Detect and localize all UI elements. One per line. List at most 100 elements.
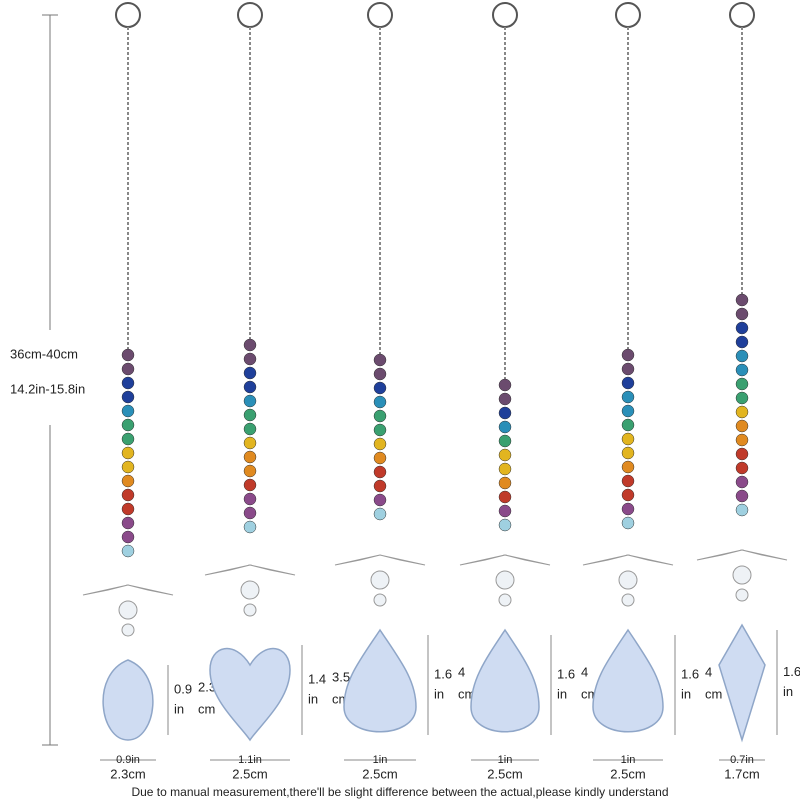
angel-wings: [459, 554, 551, 566]
bead: [243, 422, 257, 436]
bead: [621, 488, 635, 502]
unit-in: in: [557, 686, 567, 701]
bead: [735, 363, 749, 377]
bead: [621, 516, 635, 530]
crystal-bead: [118, 600, 138, 620]
bead: [735, 475, 749, 489]
bead: [621, 446, 635, 460]
bead: [373, 353, 387, 367]
width-cm: 2.5cm: [362, 766, 397, 781]
bead: [373, 381, 387, 395]
bead: [243, 380, 257, 394]
bead: [243, 338, 257, 352]
bead: [373, 423, 387, 437]
bead: [621, 390, 635, 404]
bead: [121, 432, 135, 446]
bead: [243, 408, 257, 422]
bead: [735, 503, 749, 517]
width-cm: 2.5cm: [487, 766, 522, 781]
bead: [121, 474, 135, 488]
angel-wings: [204, 564, 296, 576]
bead: [243, 464, 257, 478]
length-cm: 36cm-40cm: [10, 346, 78, 361]
bead: [735, 293, 749, 307]
bead: [621, 460, 635, 474]
bead: [121, 530, 135, 544]
hanging-ring: [367, 2, 393, 28]
bead: [243, 506, 257, 520]
bead: [243, 478, 257, 492]
hanging-ring: [729, 2, 755, 28]
crystal-bead: [373, 593, 387, 607]
crystal-bead: [621, 593, 635, 607]
unit-in: in: [681, 686, 691, 701]
bead: [373, 493, 387, 507]
bead: [121, 390, 135, 404]
bead: [621, 502, 635, 516]
height-in: 1.6: [557, 666, 575, 681]
bead: [735, 377, 749, 391]
crystal-bead: [498, 593, 512, 607]
bead: [373, 451, 387, 465]
bead: [621, 418, 635, 432]
width-in: 0.9in: [116, 754, 140, 766]
bead: [735, 433, 749, 447]
bead: [621, 348, 635, 362]
height-in: 1.4: [308, 671, 326, 686]
bead: [121, 502, 135, 516]
crystal-pendant: [343, 628, 417, 733]
bead: [243, 394, 257, 408]
width-in: 0.7in: [730, 754, 754, 766]
bead: [121, 376, 135, 390]
crystal-pendant: [470, 628, 540, 733]
bead: [121, 404, 135, 418]
bead: [243, 352, 257, 366]
unit-in: in: [783, 684, 793, 699]
angel-wings: [82, 584, 174, 596]
bead: [735, 307, 749, 321]
width-cm: 1.7cm: [724, 766, 759, 781]
bead: [373, 479, 387, 493]
bead: [243, 492, 257, 506]
angel-wings: [334, 554, 426, 566]
bead: [735, 489, 749, 503]
height-in: 1.6: [434, 666, 452, 681]
unit-in: in: [308, 691, 318, 706]
bead: [498, 406, 512, 420]
unit-in: in: [434, 686, 444, 701]
bead: [243, 436, 257, 450]
crystal-bead: [121, 623, 135, 637]
bead: [621, 474, 635, 488]
height-in: 1.6: [681, 666, 699, 681]
unit-cm: cm: [705, 686, 722, 701]
bead: [621, 432, 635, 446]
bead: [373, 395, 387, 409]
hanging-ring: [237, 2, 263, 28]
width-in: 1in: [373, 754, 388, 766]
bead: [121, 544, 135, 558]
bead: [621, 362, 635, 376]
bead: [498, 462, 512, 476]
crystal-bead: [495, 570, 515, 590]
crystal-pendant: [592, 628, 664, 733]
bead: [121, 446, 135, 460]
bead: [243, 450, 257, 464]
bead: [735, 349, 749, 363]
bead: [735, 321, 749, 335]
crystal-bead: [735, 588, 749, 602]
crystal-bead: [732, 565, 752, 585]
bead: [121, 348, 135, 362]
bead: [498, 476, 512, 490]
width-cm: 2.5cm: [232, 766, 267, 781]
length-in: 14.2in-15.8in: [10, 381, 85, 396]
footer-note: Due to manual measurement,there'll be sl…: [131, 785, 668, 799]
bead: [621, 376, 635, 390]
bead: [373, 437, 387, 451]
bead: [498, 448, 512, 462]
bead: [373, 507, 387, 521]
hanging-ring: [115, 2, 141, 28]
unit-in: in: [174, 701, 184, 716]
bead: [735, 461, 749, 475]
unit-cm: cm: [198, 701, 215, 716]
crystal-pendant: [718, 623, 766, 743]
